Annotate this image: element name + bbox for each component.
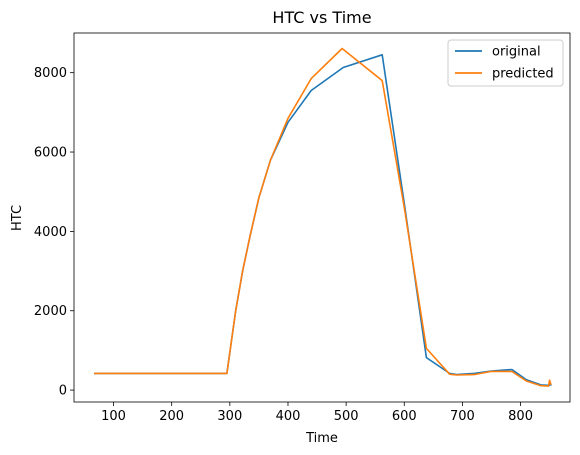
series-layer (94, 47, 552, 387)
y-tick-label: 8000 (34, 66, 67, 81)
x-tick-label: 600 (392, 409, 417, 424)
x-tick-label: 100 (101, 409, 126, 424)
y-tick-label: 0 (59, 384, 67, 399)
x-tick-label: 400 (276, 409, 301, 424)
x-tick-label: 700 (450, 409, 475, 424)
series-line-predicted (94, 47, 552, 387)
x-axis-label: Time (305, 431, 338, 446)
chart-title: HTC vs Time (272, 8, 371, 27)
x-axis: 100 200 300 400 500 600 700 800 (101, 402, 533, 424)
legend-label: original (492, 45, 541, 60)
x-tick-label: 300 (217, 409, 242, 424)
x-tick-label: 500 (334, 409, 359, 424)
y-tick-label: 4000 (34, 225, 67, 240)
legend: original predicted (447, 39, 564, 87)
y-axis: 0 2000 4000 6000 8000 (34, 66, 74, 399)
plot-frame (73, 32, 571, 403)
legend-label: predicted (492, 67, 554, 82)
plot-area (74, 33, 570, 402)
x-tick-label: 200 (159, 409, 184, 424)
y-axis-label: HTC (10, 205, 25, 231)
x-tick-label: 800 (508, 409, 533, 424)
y-tick-label: 6000 (34, 146, 67, 161)
y-tick-label: 2000 (34, 304, 67, 319)
